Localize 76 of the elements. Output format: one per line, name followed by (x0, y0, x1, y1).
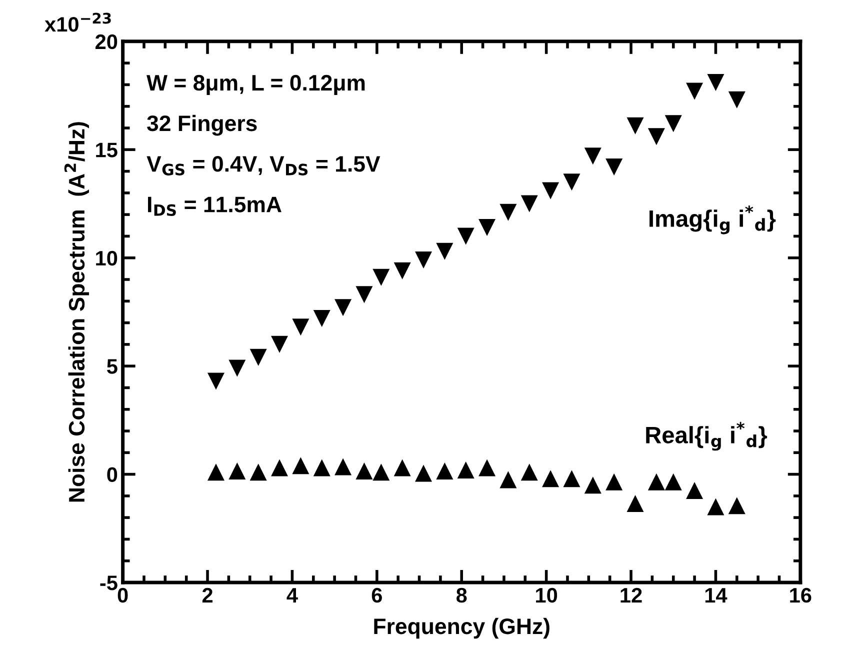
y-tick-label: 10 (96, 250, 118, 266)
point (728, 497, 746, 514)
y-tick-label: 0 (107, 467, 118, 482)
point (520, 195, 538, 212)
point (606, 473, 623, 490)
point (394, 459, 411, 476)
point (584, 148, 602, 165)
text: x10$^{−23}$ (44, 12, 111, 32)
point (372, 464, 390, 481)
point (648, 473, 665, 490)
point (356, 462, 373, 480)
point (728, 91, 746, 108)
point (626, 117, 644, 134)
point (292, 318, 310, 336)
annotation: 32 Fingers (147, 114, 257, 136)
point (520, 464, 538, 481)
x-tick-label: 14 (705, 588, 728, 602)
point (648, 128, 665, 146)
point (356, 286, 373, 304)
point (414, 464, 432, 482)
point (542, 182, 560, 200)
annotation: V$_{GS}$ = 0.4V, V$_{DS}$ = 1.5V (146, 156, 380, 176)
point (686, 82, 704, 100)
point (313, 310, 330, 327)
x-tick-label: 10 (536, 588, 558, 603)
point (207, 464, 224, 481)
point (228, 360, 246, 377)
annotation: Imag{i$_{g}$ i$^{*}$$_{d}$} (650, 205, 776, 234)
point (500, 471, 517, 488)
x-tick-label: 0 (118, 588, 128, 603)
point (271, 459, 288, 476)
point (542, 470, 560, 488)
point (707, 74, 724, 92)
point (478, 219, 496, 236)
x-tick-label: 6 (372, 588, 382, 603)
y-axis-title: Noise Correlation Spectrum (A$^{2}$/Hz) (64, 122, 89, 502)
point (563, 470, 580, 488)
point (250, 348, 267, 366)
x-tick-label: 8 (456, 588, 467, 603)
point (457, 461, 474, 478)
point (394, 262, 411, 280)
point (250, 464, 267, 481)
point (500, 204, 517, 221)
point (228, 462, 246, 480)
point (664, 115, 682, 132)
point (207, 372, 224, 390)
point (626, 494, 644, 512)
point (563, 174, 580, 191)
point (292, 457, 310, 474)
point (707, 498, 724, 516)
point (457, 228, 474, 245)
annotation: W = 8μm, L = 0.12μm (146, 74, 365, 95)
y-tick-label: -5 (100, 576, 118, 590)
point (664, 473, 682, 490)
point (436, 462, 454, 480)
point (478, 459, 496, 476)
y-tick-label: 15 (96, 142, 118, 158)
point (606, 158, 623, 176)
x-tick-label: 4 (286, 588, 298, 602)
x-tick-label: 16 (790, 588, 812, 603)
x-tick-label: 12 (620, 588, 642, 602)
point (271, 336, 288, 353)
point (414, 252, 432, 269)
annotation: I$_{DS}$ = 11.5mA (148, 196, 282, 216)
point (436, 242, 454, 260)
point (334, 458, 352, 476)
point (584, 476, 602, 494)
point (313, 459, 330, 476)
annotation: Real{i$_{g}$ i$^{*}$$_{d}$} (646, 422, 768, 451)
y-tick-label: 5 (107, 359, 118, 374)
point (334, 299, 352, 316)
point (372, 268, 390, 286)
y-tick-label: 20 (96, 34, 118, 50)
point (686, 482, 704, 500)
x-axis-title: Frequency (GHz) (374, 618, 550, 639)
x-tick-label: 2 (202, 588, 212, 602)
